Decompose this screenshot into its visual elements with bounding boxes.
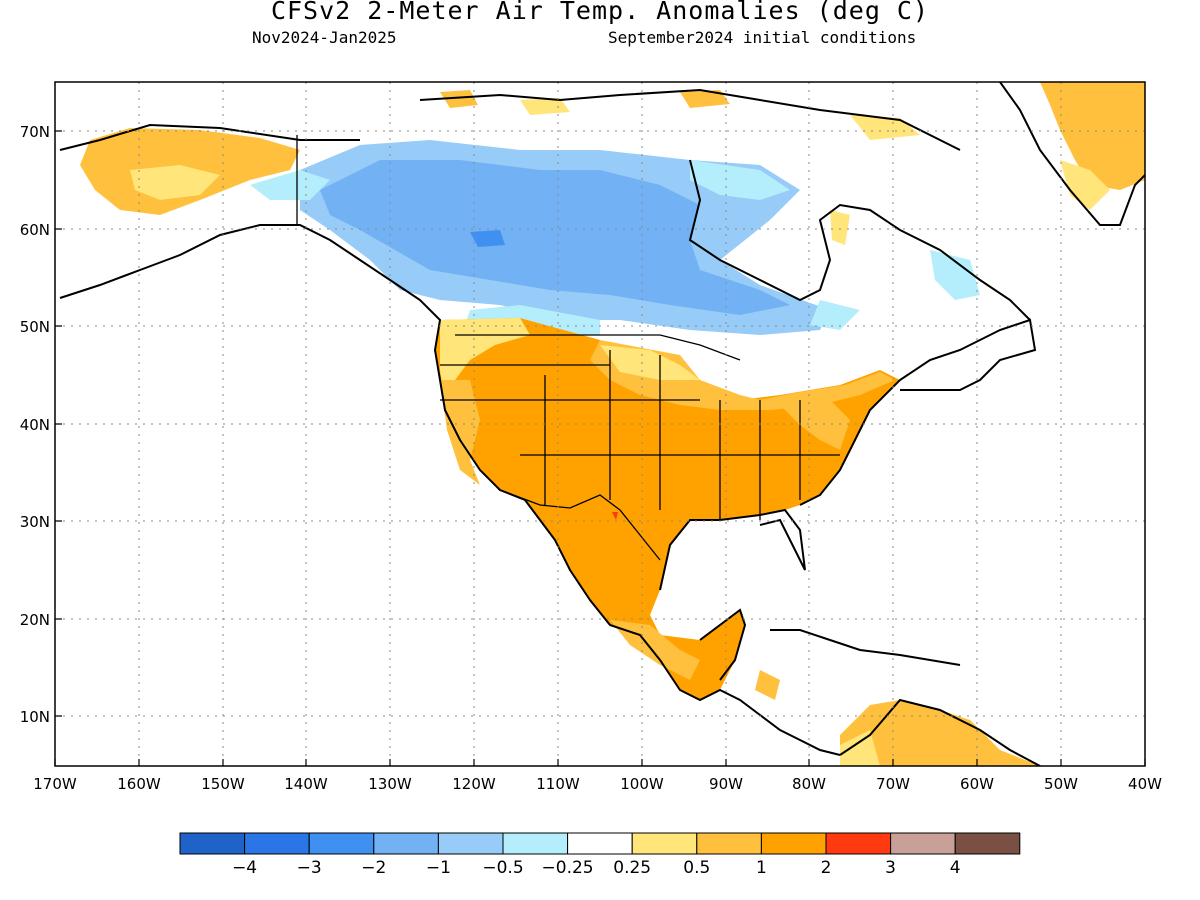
legend-label: 1 [756, 858, 767, 878]
lon-label: 120W [452, 775, 496, 793]
color-legend: −4 −3 −2 −1 −0.5 −0.25 0.25 0.5 1 2 3 4 [179, 832, 1021, 878]
lon-label: 130W [368, 775, 412, 793]
legend-label: −0.5 [482, 858, 523, 878]
lat-label: 50N [20, 318, 50, 336]
legend-swatch [760, 832, 827, 855]
lon-label: 110W [536, 775, 580, 793]
legend-swatch [890, 832, 956, 855]
lat-label: 70N [20, 123, 50, 141]
forecast-period: Nov2024-Jan2025 [252, 28, 397, 47]
legend-label: −0.25 [542, 858, 594, 878]
lon-label: 170W [33, 775, 77, 793]
lon-label: 40W [1128, 775, 1162, 793]
legend-label: −1 [426, 858, 451, 878]
lat-label: 60N [20, 221, 50, 239]
lon-label: 140W [284, 775, 328, 793]
map-title: CFSv2 2-Meter Air Temp. Anomalies (deg C… [270, 0, 930, 25]
legend-swatch [308, 832, 375, 855]
legend-label: 4 [950, 858, 961, 878]
legend-swatch [502, 832, 569, 855]
legend-swatch [373, 832, 439, 855]
legend-swatch [954, 832, 1021, 855]
legend-swatch [696, 832, 762, 855]
lon-label: 70W [876, 775, 910, 793]
lat-labels: 10N 20N 30N 40N 50N 60N 70N [20, 123, 50, 726]
legend-swatch [437, 832, 504, 855]
legend-swatch [631, 832, 698, 855]
legend-label: 2 [821, 858, 832, 878]
lon-label: 100W [620, 775, 664, 793]
lat-label: 10N [20, 708, 50, 726]
lat-label: 20N [20, 611, 50, 629]
legend-swatch [244, 832, 310, 855]
legend-swatch [567, 832, 633, 855]
axis-ticks [54, 130, 1146, 766]
initial-conditions: September2024 initial conditions [608, 28, 917, 47]
lon-label: 160W [117, 775, 161, 793]
lat-label: 40N [20, 416, 50, 434]
lon-label: 150W [201, 775, 245, 793]
graticule [55, 82, 1145, 766]
lon-label: 80W [792, 775, 826, 793]
lon-labels: 170W 160W 150W 140W 130W 120W 110W 100W … [33, 775, 1162, 793]
legend-label: −2 [361, 858, 386, 878]
lon-label: 90W [709, 775, 743, 793]
legend-label: 0.5 [683, 858, 710, 878]
state-borders [296, 135, 840, 561]
legend-swatch [825, 832, 892, 855]
coastlines [59, 82, 1145, 766]
legend-label: −3 [297, 858, 322, 878]
legend-swatch [179, 832, 246, 855]
lat-label: 30N [20, 513, 50, 531]
lon-label: 50W [1044, 775, 1078, 793]
legend-label: 0.25 [613, 858, 651, 878]
lon-label: 60W [960, 775, 994, 793]
legend-label: 3 [885, 858, 896, 878]
legend-label: −4 [232, 858, 257, 878]
